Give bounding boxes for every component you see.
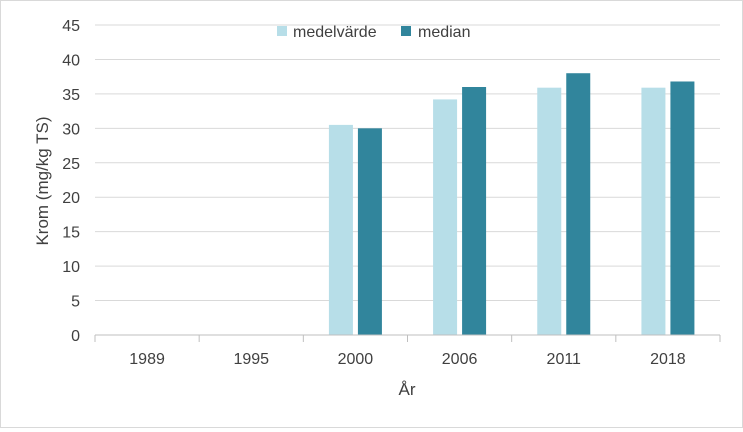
y-axis-title: Krom (mg/kg TS): [33, 116, 52, 245]
legend-label-median: median: [418, 24, 470, 41]
legend-swatch-medelvarde: [277, 26, 287, 36]
y-tick-label: 35: [62, 87, 80, 104]
bar-median-2011: [566, 73, 591, 335]
x-tick-label: 2018: [650, 351, 686, 368]
gridlines: [95, 24, 720, 302]
bar-median-2018: [670, 81, 695, 335]
y-tick-label: 5: [71, 294, 80, 311]
legend-label-medelvarde: medelvärde: [293, 24, 377, 41]
bar-medelvarde-2000: [328, 124, 353, 335]
y-tick-label: 30: [62, 121, 80, 138]
x-tick-labels: 1989 1995 2000 2006 2011 2018: [129, 351, 686, 368]
legend-swatch-median: [401, 26, 411, 36]
bar-medelvarde-2006: [433, 99, 458, 336]
y-tick-label: 45: [62, 18, 80, 35]
legend: medelvärde median: [277, 24, 470, 41]
bars: [328, 73, 695, 336]
y-tick-label: 40: [62, 52, 80, 69]
x-axis-title: År: [399, 380, 416, 399]
x-tick-label: 2011: [547, 351, 582, 368]
axes: [94, 334, 721, 342]
bar-median-2006: [462, 87, 487, 335]
x-tick-label: 2006: [442, 351, 478, 368]
y-tick-label: 10: [62, 259, 80, 276]
bar-medelvarde-2018: [641, 87, 666, 335]
y-tick-label: 15: [62, 225, 80, 242]
x-tick-label: 1989: [129, 351, 165, 368]
y-tick-label: 0: [71, 328, 80, 345]
x-tick-label: 1995: [233, 351, 269, 368]
bar-median-2000: [357, 128, 382, 335]
y-tick-label: 25: [62, 156, 80, 173]
bar-medelvarde-2011: [537, 87, 562, 335]
x-tick-label: 2000: [338, 351, 374, 368]
y-tick-label: 20: [62, 190, 80, 207]
y-tick-labels: 0 5 10 15 20 25 30 35 40 45: [62, 18, 80, 345]
